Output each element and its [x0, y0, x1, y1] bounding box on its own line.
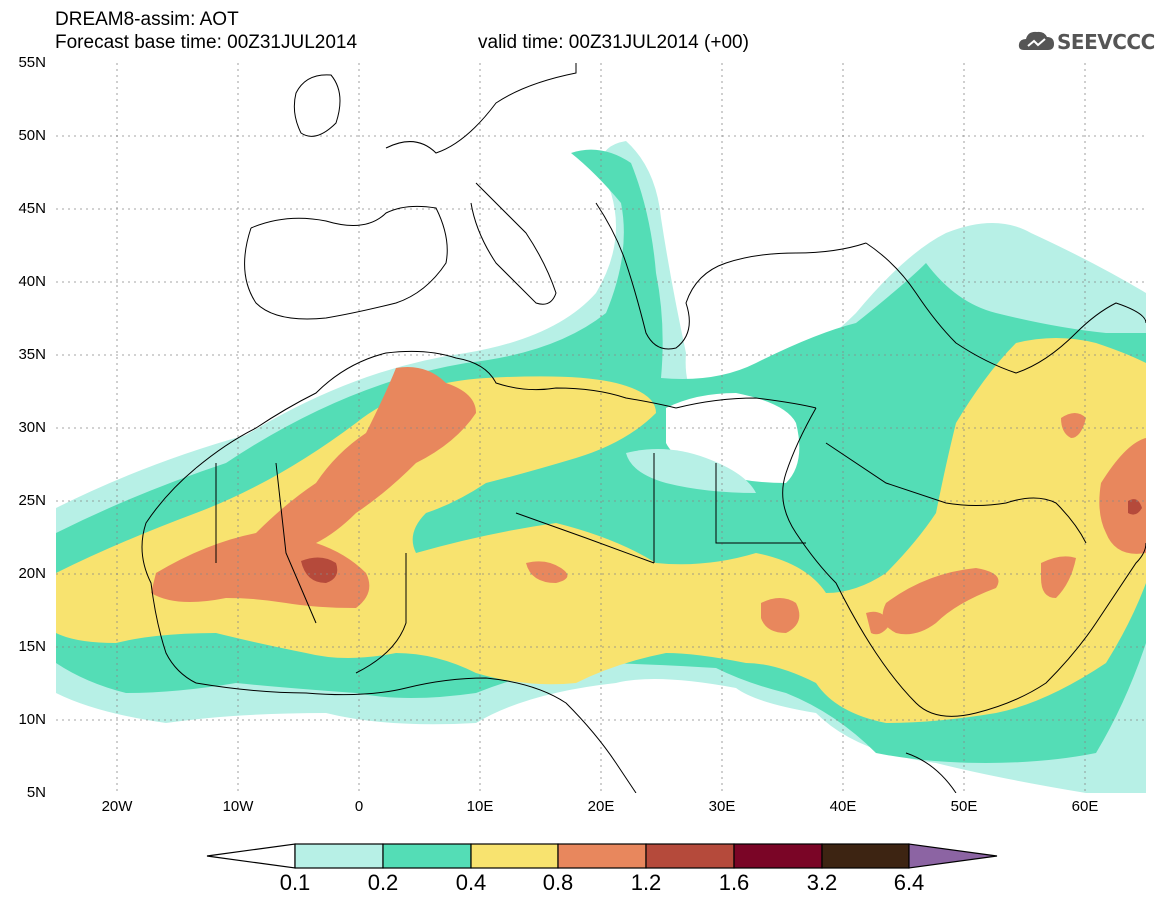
cloud-icon [1018, 31, 1054, 50]
map-title: DREAM8-assim: AOT [55, 9, 239, 30]
colorbar [206, 843, 998, 869]
colorbar-label: 0.2 [367, 870, 399, 895]
lon-label: 60E [1071, 798, 1099, 815]
colorbar-segment [294, 843, 384, 869]
lon-label: 40E [829, 798, 857, 815]
colorbar-label: 3.2 [806, 870, 838, 895]
colorbar-segment [733, 843, 823, 869]
lat-label: 35N [18, 346, 46, 363]
aot-map [56, 63, 1146, 793]
lat-label: 20N [18, 565, 46, 582]
lon-label: 0 [354, 798, 364, 815]
lat-label: 40N [18, 273, 46, 290]
colorbar-segment [821, 843, 910, 869]
lon-label: 30E [708, 798, 736, 815]
lat-label: 10N [18, 711, 46, 728]
lat-label: 5N [26, 784, 46, 801]
lat-label: 15N [18, 638, 46, 655]
forecast-base-time: Forecast base time: 00Z31JUL2014 [55, 32, 358, 53]
aot-1.2-region [301, 557, 338, 583]
colorbar-segment [557, 843, 647, 869]
lon-label: 10E [466, 798, 494, 815]
lat-label: 30N [18, 419, 46, 436]
colorbar-segment [645, 843, 735, 869]
colorbar-label: 0.4 [455, 870, 487, 895]
lon-label: 20W [101, 798, 133, 815]
logo-text: SEEVCCC [1057, 30, 1155, 54]
lon-label: 20E [587, 798, 615, 815]
colorbar-segment [382, 843, 472, 869]
colorbar-segment-upper [908, 843, 998, 869]
lat-label: 25N [18, 492, 46, 509]
colorbar-label: 0.1 [279, 870, 311, 895]
coastlines [141, 63, 1146, 793]
lon-label: 50E [950, 798, 978, 815]
aot-0.8-region [151, 367, 476, 608]
colorbar-segment-lower [206, 843, 296, 869]
colorbar-label: 0.8 [542, 870, 574, 895]
lon-label: 10W [222, 798, 254, 815]
lat-label: 55N [18, 54, 46, 71]
colorbar-label: 6.4 [893, 870, 925, 895]
colorbar-label: 1.6 [718, 870, 750, 895]
lat-label: 50N [18, 127, 46, 144]
colorbar-segment [470, 843, 559, 869]
colorbar-label: 1.2 [630, 870, 662, 895]
valid-time: valid time: 00Z31JUL2014 (+00) [478, 32, 749, 53]
lat-label: 45N [18, 200, 46, 217]
